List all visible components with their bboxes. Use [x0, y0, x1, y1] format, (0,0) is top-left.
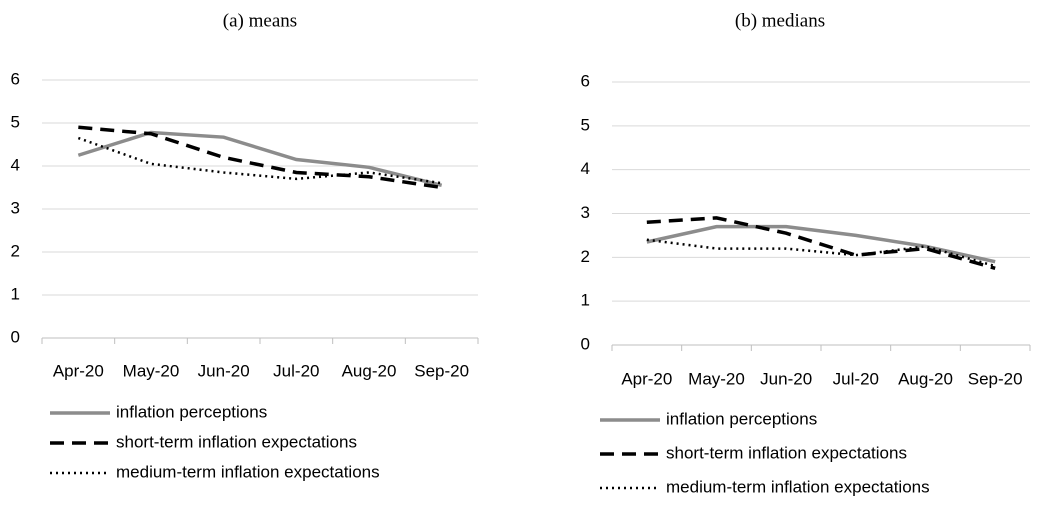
- series-line: [78, 125, 442, 190]
- x-tick-label: Jul-20: [273, 361, 319, 380]
- x-tick-label: Apr-20: [621, 369, 672, 388]
- series-line: [646, 216, 996, 270]
- legend-label: inflation perceptions: [666, 409, 817, 428]
- x-tick-label: Apr-20: [53, 361, 104, 380]
- y-tick-label: 1: [581, 291, 590, 310]
- y-tick-label: 4: [581, 159, 590, 178]
- x-tick-label: Jul-20: [833, 369, 879, 388]
- x-tick-label: May-20: [688, 369, 745, 388]
- series-line: [77, 130, 443, 188]
- chart-title: (b) medians: [735, 10, 825, 31]
- y-tick-label: 4: [11, 155, 20, 174]
- series-line: [77, 136, 442, 185]
- x-tick-label: Aug-20: [898, 369, 953, 388]
- series-line: [646, 224, 996, 264]
- y-tick-label: 5: [11, 112, 20, 131]
- legend-label: short-term inflation expectations: [666, 443, 907, 462]
- legend-label: medium-term inflation expectations: [666, 477, 930, 496]
- legend-label: medium-term inflation expectations: [116, 462, 380, 481]
- y-tick-label: 6: [581, 71, 590, 90]
- chart-title: (a) means: [223, 10, 297, 31]
- y-tick-label: 1: [11, 284, 20, 303]
- x-tick-label: Jun-20: [198, 361, 250, 380]
- x-tick-label: Sep-20: [414, 361, 469, 380]
- y-tick-label: 3: [11, 198, 20, 217]
- y-tick-label: 0: [581, 334, 590, 353]
- y-tick-label: 0: [11, 327, 20, 346]
- x-tick-label: May-20: [123, 361, 180, 380]
- y-tick-label: 2: [581, 247, 590, 266]
- x-tick-label: Aug-20: [342, 361, 397, 380]
- x-tick-label: Jun-20: [760, 369, 812, 388]
- y-tick-label: 2: [11, 241, 20, 260]
- y-tick-label: 5: [581, 115, 590, 134]
- series-line: [646, 238, 996, 268]
- legend-label: inflation perceptions: [116, 402, 267, 421]
- x-tick-label: Sep-20: [968, 369, 1023, 388]
- legend-label: short-term inflation expectations: [116, 432, 357, 451]
- y-tick-label: 3: [581, 203, 590, 222]
- y-tick-label: 6: [11, 69, 20, 88]
